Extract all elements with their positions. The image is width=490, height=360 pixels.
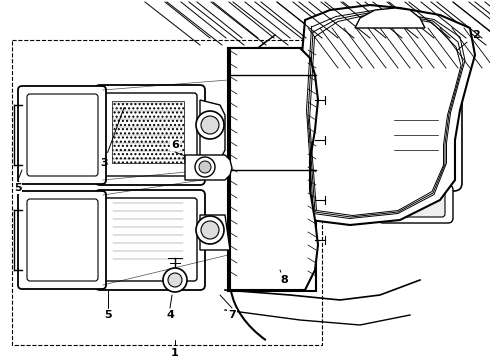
Polygon shape	[355, 8, 425, 28]
FancyBboxPatch shape	[18, 191, 106, 289]
Bar	[228, 48, 316, 291]
Bar	[238, 176, 306, 256]
FancyBboxPatch shape	[385, 191, 445, 217]
Circle shape	[199, 161, 211, 173]
Text: 6: 6	[171, 140, 179, 150]
Bar	[12, 40, 322, 345]
Polygon shape	[185, 155, 232, 180]
FancyBboxPatch shape	[370, 70, 462, 191]
Text: 3: 3	[100, 108, 124, 168]
Text: 2: 2	[457, 30, 480, 50]
Circle shape	[168, 273, 182, 287]
FancyBboxPatch shape	[381, 80, 451, 180]
FancyBboxPatch shape	[378, 185, 453, 223]
Text: 8: 8	[280, 270, 288, 285]
Circle shape	[195, 157, 215, 177]
Circle shape	[163, 268, 187, 292]
Bar	[242, 180, 302, 252]
Polygon shape	[200, 215, 230, 250]
Circle shape	[201, 221, 219, 239]
Circle shape	[196, 111, 224, 139]
Text: 4: 4	[166, 310, 174, 320]
FancyBboxPatch shape	[95, 190, 205, 290]
Text: 5: 5	[104, 310, 112, 320]
Polygon shape	[230, 48, 318, 290]
Polygon shape	[200, 100, 225, 160]
Circle shape	[196, 216, 224, 244]
FancyBboxPatch shape	[18, 86, 106, 184]
Bar	[242, 84, 302, 160]
Bar	[238, 80, 306, 164]
FancyBboxPatch shape	[389, 89, 443, 170]
FancyBboxPatch shape	[95, 85, 205, 185]
Polygon shape	[298, 5, 475, 225]
Text: 1: 1	[171, 348, 179, 358]
Bar	[112, 101, 184, 163]
Text: 7: 7	[228, 310, 236, 320]
Text: 5: 5	[14, 183, 22, 193]
Circle shape	[201, 116, 219, 134]
